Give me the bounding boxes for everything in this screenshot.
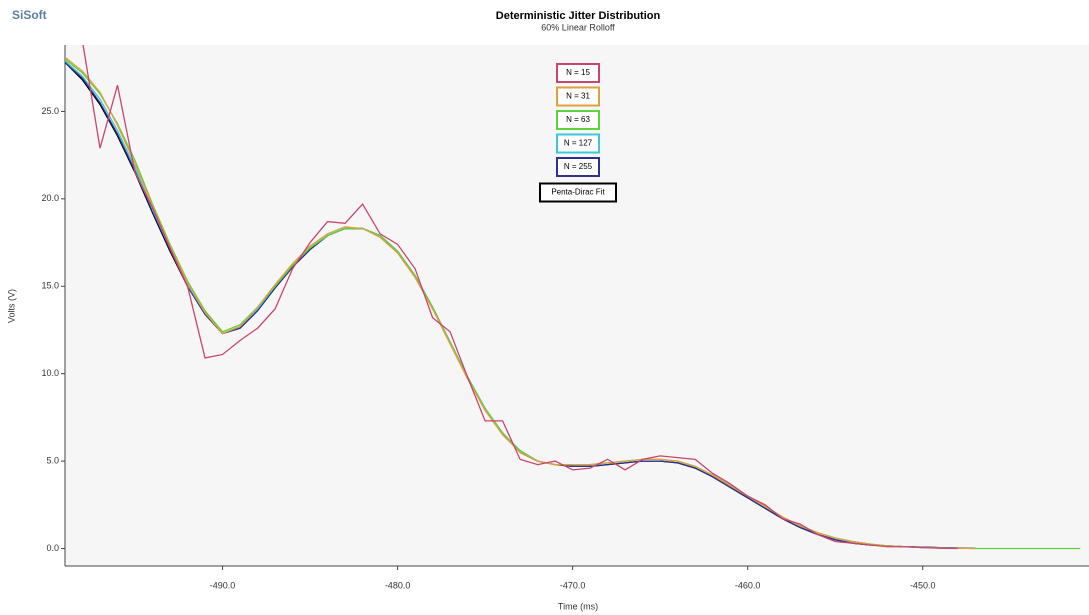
series-line bbox=[82, 45, 958, 550]
x-tick-label: -450.0 bbox=[910, 580, 936, 590]
x-tick-label: -480.0 bbox=[385, 580, 411, 590]
legend-box bbox=[556, 110, 600, 130]
legend-box bbox=[539, 182, 617, 203]
y-tick-label: 20.0 bbox=[41, 193, 59, 203]
x-tick-label: -460.0 bbox=[735, 580, 761, 590]
legend-box bbox=[556, 157, 600, 177]
legend-label: N = 15 bbox=[566, 68, 590, 77]
legend-label: Penta-Dirac Fit bbox=[551, 188, 605, 197]
series-line bbox=[65, 56, 976, 550]
x-tick-label: -490.0 bbox=[210, 580, 236, 590]
chart-subtitle: 60% Linear Rolloff bbox=[541, 22, 615, 32]
y-tick-label: 15.0 bbox=[41, 281, 59, 291]
legend-box bbox=[556, 86, 600, 107]
y-tick-label: 25.0 bbox=[41, 106, 59, 116]
y-tick-label: 5.0 bbox=[46, 455, 59, 465]
legend-box bbox=[556, 63, 600, 83]
lines bbox=[65, 45, 1081, 550]
y-tick-label: 0.0 bbox=[46, 543, 59, 553]
plot-area bbox=[65, 45, 1089, 566]
y-tick-label: 10.0 bbox=[41, 368, 59, 378]
legend-label: N = 63 bbox=[566, 115, 590, 124]
legend-label: N = 255 bbox=[564, 162, 593, 171]
x-axis-label: Time (ms) bbox=[558, 601, 598, 611]
y-axis-label: Volts (V) bbox=[6, 289, 16, 323]
chart-title: Deterministic Jitter Distribution bbox=[496, 10, 661, 22]
legend-label: N = 31 bbox=[566, 92, 590, 101]
x-tick-label: -470.0 bbox=[560, 580, 586, 590]
legend-box bbox=[556, 133, 600, 154]
logo: SiSoft bbox=[12, 8, 47, 22]
legend-label: N = 127 bbox=[564, 139, 593, 148]
